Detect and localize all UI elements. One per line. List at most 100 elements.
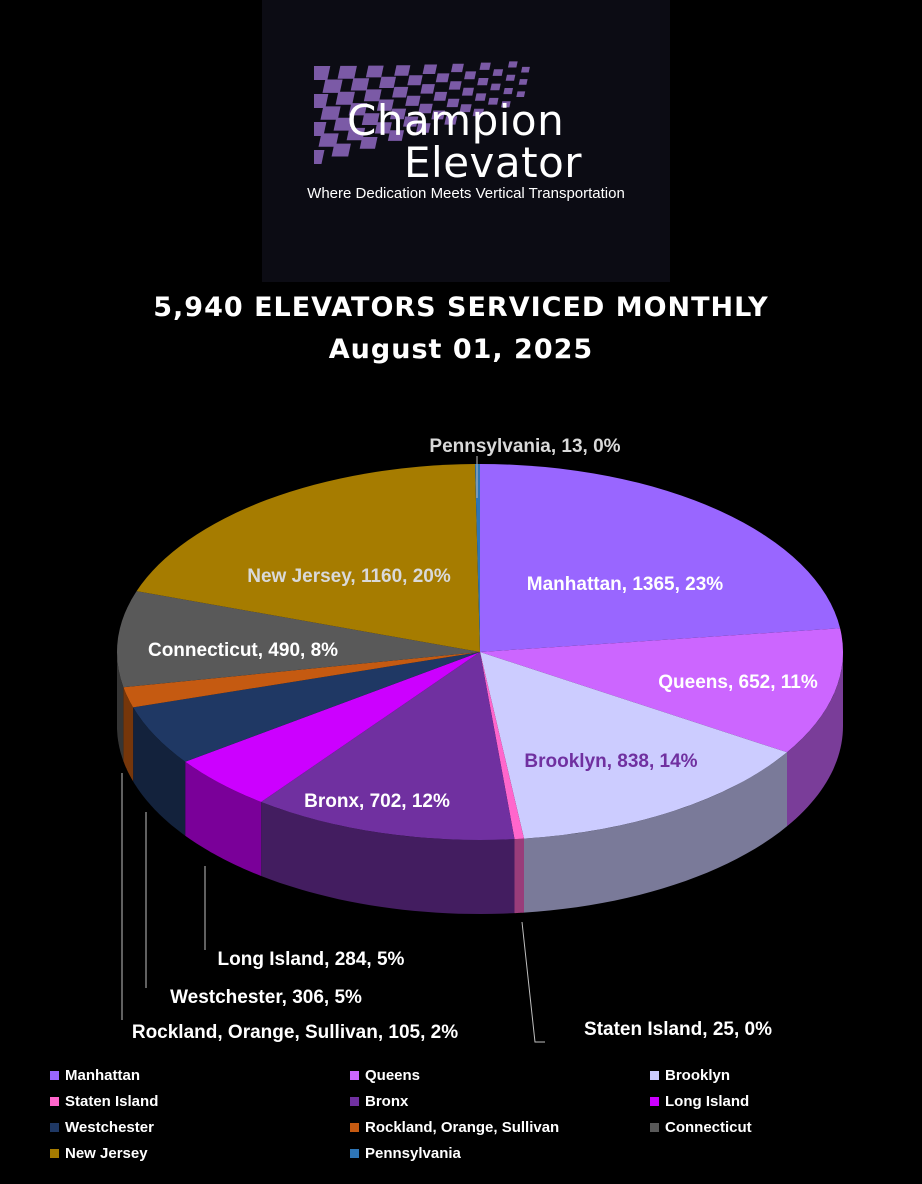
legend-label: Pennsylvania	[365, 1144, 461, 1162]
pie-slice-connecticut	[116, 591, 481, 688]
pie-side-bronx	[261, 802, 515, 914]
data-label-queens: Queens, 652, 11%	[658, 672, 818, 693]
pie-side-westchester	[133, 707, 186, 836]
logo-flag-square	[392, 86, 409, 98]
legend-item-staten-island: Staten Island	[50, 1090, 350, 1112]
legend-swatch	[650, 1070, 659, 1080]
data-label-rockland-orange-sullivan: Rockland, Orange, Sullivan, 105, 2%	[132, 1022, 458, 1043]
legend-item-bronx: Bronx	[350, 1090, 650, 1112]
chart-subtitle: August 01, 2025	[328, 334, 594, 365]
pie-side-rockland-orange-sullivan	[123, 687, 134, 782]
data-label-pennsylvania: Pennsylvania, 13, 0%	[429, 436, 620, 457]
logo-flag-square	[420, 84, 435, 94]
logo-flag-square	[418, 103, 433, 114]
legend-label: Bronx	[365, 1092, 409, 1110]
logo-flag-square	[503, 88, 514, 95]
data-label-brooklyn: Brooklyn, 838, 14%	[524, 751, 697, 772]
logo-flag-square	[361, 113, 380, 126]
data-label-manhattan: Manhattan, 1365, 23%	[527, 574, 724, 595]
logo-flag-square	[387, 130, 405, 141]
logo-flag-square	[521, 66, 530, 73]
logo-flag-square	[333, 117, 353, 131]
data-label-bronx: Bronx, 702, 12%	[304, 791, 450, 812]
pie-side-brooklyn	[524, 752, 787, 913]
logo-flag-square	[405, 95, 421, 106]
pie-side-connecticut	[117, 652, 124, 762]
legend-label: Brooklyn	[665, 1066, 731, 1084]
legend-swatch	[50, 1122, 59, 1132]
pie-slice-long-island	[185, 652, 480, 802]
logo-flag-square	[322, 79, 343, 93]
pie-slice-manhattan	[480, 464, 841, 652]
logo-flag-square	[403, 116, 419, 127]
legend-swatch	[350, 1070, 359, 1080]
logo-flag-square	[435, 73, 450, 83]
legend-label: Rockland, Orange, Sullivan	[365, 1118, 560, 1136]
legend-swatch	[350, 1096, 359, 1106]
logo-flag-square	[505, 74, 516, 81]
pie-chart: Manhattan, 1365, 23% Queens, 652, 11% Broo…	[116, 436, 844, 1043]
logo-flag-square	[376, 99, 394, 111]
pie-slice-westchester	[133, 652, 480, 762]
logo-flag-square	[314, 94, 329, 108]
logo-flag-square	[365, 65, 384, 78]
logo-flag-square	[500, 101, 511, 108]
pie-slice-staten-island	[480, 652, 524, 840]
logo-flag-square	[472, 108, 485, 117]
legend-label: Connecticut	[665, 1118, 752, 1136]
pie-slice-queens	[480, 628, 844, 753]
pie-slice-rockland-orange-sullivan	[123, 652, 481, 708]
legend-label: New Jersey	[65, 1144, 148, 1162]
legend-item-new-jersey: New Jersey	[50, 1142, 350, 1164]
logo-flag-square	[490, 83, 501, 91]
chart-title: 5,940 ELEVATORS SERVICED MONTHLY	[153, 292, 769, 323]
data-label-new-jersey: New Jersey, 1160, 20%	[247, 566, 451, 587]
legend-item-manhattan: Manhattan	[50, 1064, 350, 1086]
logo-flag-square	[487, 97, 499, 105]
legend-swatch	[650, 1096, 659, 1106]
pie-side-long-island	[185, 761, 262, 876]
legend-item-brooklyn: Brooklyn	[650, 1064, 910, 1086]
legend-item-pennsylvania: Pennsylvania	[350, 1142, 650, 1164]
legend-label: Queens	[365, 1066, 421, 1084]
legend-swatch	[50, 1096, 59, 1106]
logo-checkered-flag-icon	[314, 61, 530, 164]
logo-flag-square	[331, 143, 351, 157]
logo-flag-square	[320, 106, 341, 120]
legend-label: Long Island	[665, 1092, 750, 1110]
logo-flag-square	[335, 91, 355, 105]
logo-flag-square	[492, 69, 504, 76]
logo-flag-square	[516, 91, 526, 98]
logo-wordmark-line2: Elevator	[404, 138, 583, 187]
legend-item-queens: Queens	[350, 1064, 650, 1086]
legend-swatch	[50, 1070, 59, 1080]
legend-swatch	[350, 1122, 359, 1132]
logo-flag-square	[459, 104, 472, 113]
logo-flag-square	[431, 110, 446, 120]
legend-item-connecticut: Connecticut	[650, 1116, 910, 1138]
logo-tagline: Where Dedication Meets Vertical Transpor…	[307, 185, 625, 202]
pie-slice-brooklyn	[480, 652, 787, 839]
logo-flag-square	[389, 108, 407, 120]
legend-swatch	[350, 1148, 359, 1158]
legend-label: Manhattan	[65, 1066, 140, 1084]
logo-flag-square	[507, 61, 518, 68]
logo-flag-square	[477, 78, 489, 86]
logo-flag-square	[446, 98, 460, 108]
legend-label: Westchester	[65, 1118, 154, 1136]
logo-flag-square	[451, 63, 464, 73]
legend-item-rockland-orange-sullivan: Rockland, Orange, Sullivan	[350, 1116, 650, 1138]
data-label-connecticut: Connecticut, 490, 8%	[148, 640, 338, 661]
logo-flag-square	[314, 66, 331, 80]
legend-swatch	[50, 1148, 59, 1158]
logo-flag-square	[479, 62, 491, 70]
legend-item-long-island: Long Island	[650, 1090, 910, 1112]
legend-label: Staten Island	[65, 1092, 159, 1110]
logo-flag-square	[318, 133, 339, 147]
logo-flag-square	[518, 79, 528, 85]
logo-flag-square	[348, 103, 368, 116]
logo-flag-square	[464, 71, 477, 80]
logo-flag-square	[337, 65, 357, 79]
legend-swatch	[650, 1122, 659, 1132]
pie-side-queens	[787, 652, 843, 827]
